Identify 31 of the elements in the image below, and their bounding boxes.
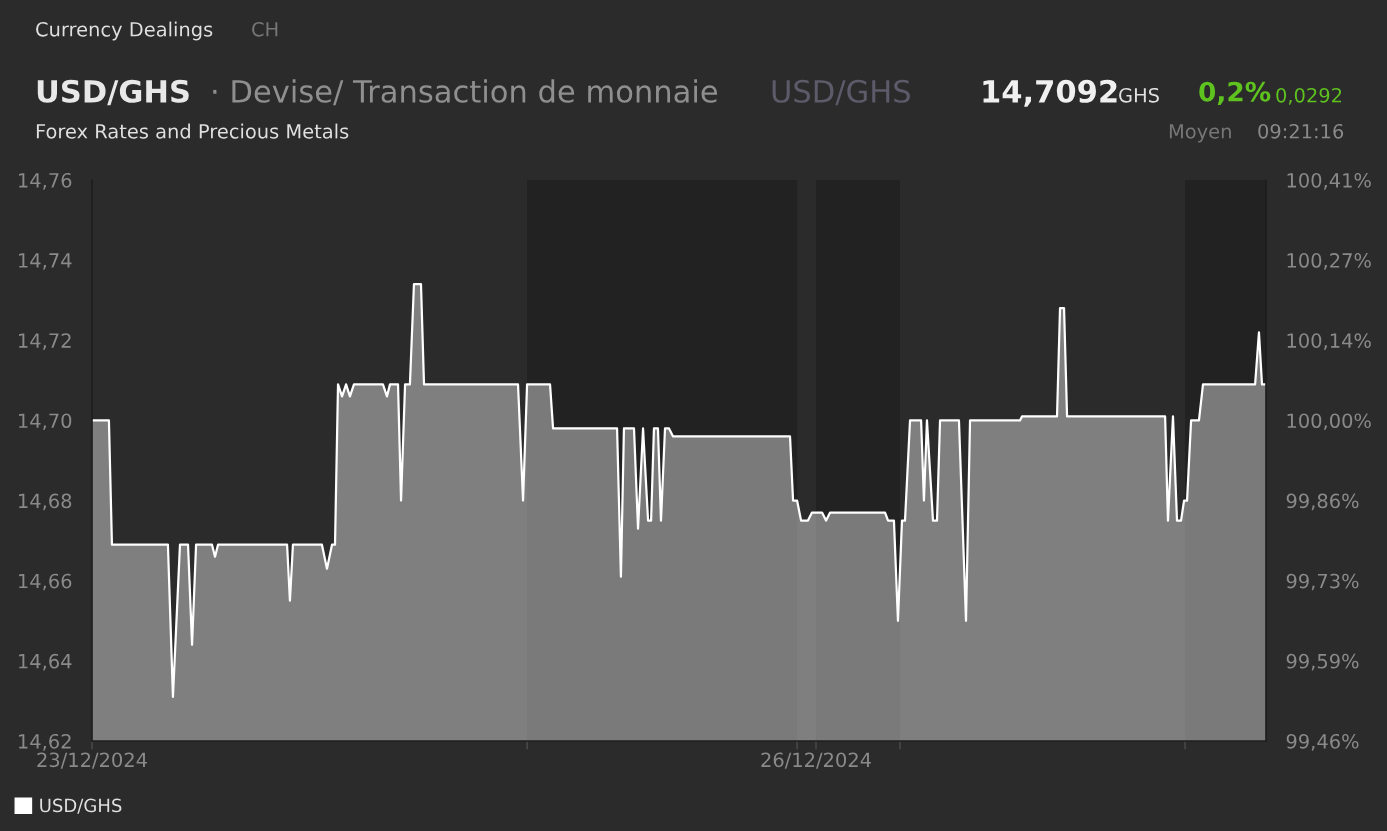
- legend-label: USD/GHS: [40, 798, 122, 814]
- y2-tick-label: 100,00%: [1287, 413, 1371, 431]
- y-tick-label: 14,64: [19, 653, 72, 671]
- text: 0,0292: [1276, 87, 1342, 105]
- y-tick-label: 14,62: [19, 733, 71, 751]
- y-tick-label: 14,76: [19, 172, 72, 190]
- text: 14,7092: [983, 79, 1117, 107]
- y-tick-label: 14,68: [19, 493, 72, 511]
- y2-tick-label: 99,73%: [1286, 573, 1359, 591]
- y2-tick-label: 99,46%: [1286, 733, 1359, 751]
- text: USD/GHS: [772, 79, 910, 106]
- x-tick-label: 26/12/2024: [761, 752, 871, 769]
- y2-tick-label: 100,27%: [1287, 253, 1371, 270]
- text: 0,2%: [1199, 81, 1271, 106]
- y2-tick-label: 100,14%: [1287, 333, 1371, 350]
- y-tick-label: 14,66: [19, 573, 72, 591]
- y-tick-label: 14,74: [19, 253, 72, 270]
- text: Moyen: [1169, 124, 1231, 143]
- text: 09:21:16: [1258, 123, 1344, 139]
- y2-tick-label: 100,41%: [1287, 172, 1371, 190]
- y-tick-label: 14,72: [19, 333, 71, 350]
- y-tick-label: 14,70: [19, 413, 72, 431]
- chart-subtitle: · Devise/ Transaction de monnaie: [213, 79, 718, 106]
- text: CH: [252, 21, 278, 37]
- text: GHS: [1119, 87, 1159, 103]
- text: Currency Dealings: [36, 21, 213, 41]
- x-tick-label: 23/12/2024: [37, 752, 147, 769]
- y2-tick-label: 99,86%: [1286, 493, 1359, 511]
- chart-title: USD/GHS: [37, 79, 189, 106]
- text: Forex Rates and Precious Metals: [36, 123, 349, 139]
- y2-tick-label: 99,59%: [1286, 653, 1359, 671]
